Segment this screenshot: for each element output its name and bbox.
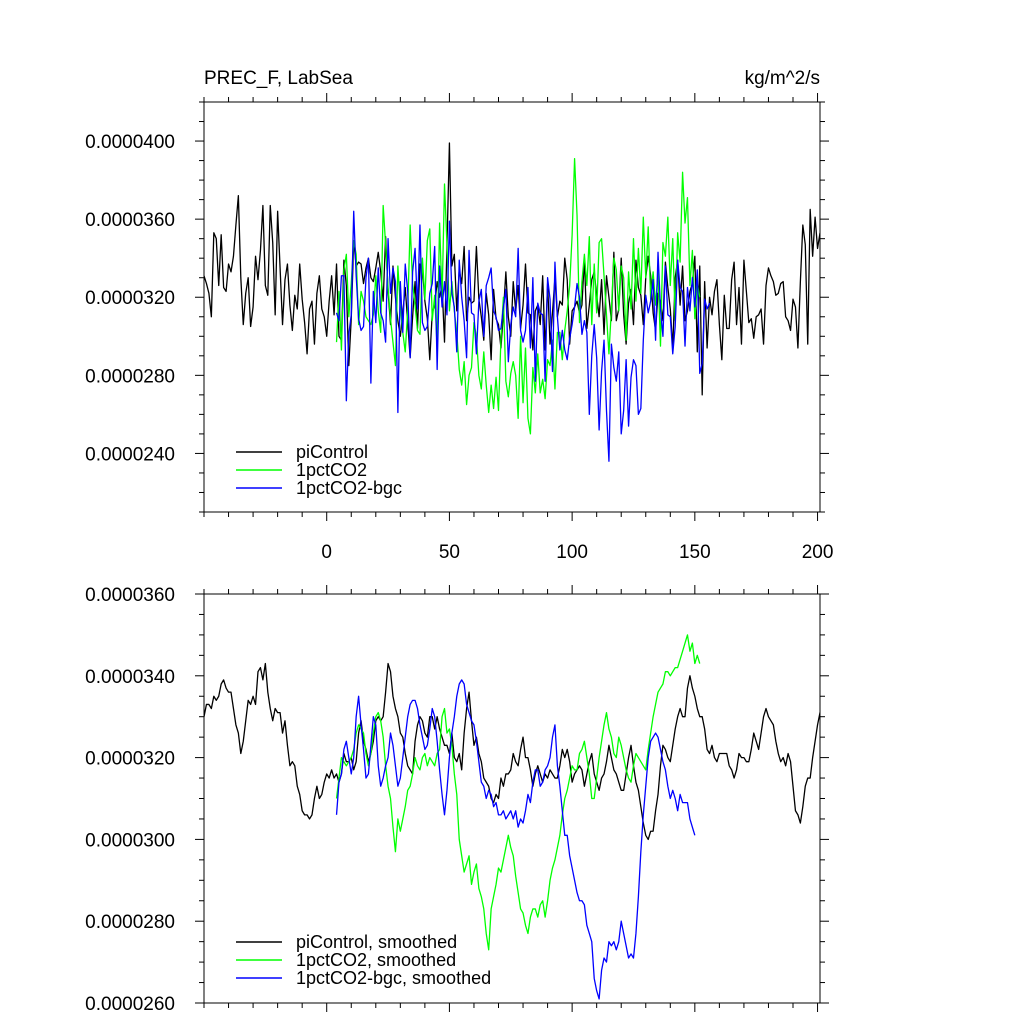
x-tick-label: 50 [439,542,460,563]
y-tick-label: 0.0000320 [85,749,175,770]
legend-label: 1pctCO2 [296,460,367,480]
y-tick-label: 0.0000360 [85,585,175,606]
series-line-1pctco2-bgc [335,210,711,462]
legend-label: 1pctCO2-bgc, smoothed [296,968,491,988]
y-tick-label: 0.0000300 [85,830,175,851]
chart-title: PREC_F, LabSea [204,68,353,89]
legend-label: 1pctCO2-bgc [296,478,402,498]
y-tick-label: 0.0000260 [85,994,175,1015]
series-line-1pctco2-smoothed [335,634,701,951]
series-line-1pctco2-bgc-smoothed [335,679,696,1000]
y-tick-label: 0.0000340 [85,667,175,688]
y-tick-label: 0.0000360 [85,210,175,231]
series-line-picontrol-smoothed [204,662,820,841]
series-line-picontrol [204,142,820,396]
legend-label: piControl [296,442,368,462]
y-tick-label: 0.0000280 [85,366,175,387]
x-tick-label: 100 [556,542,588,563]
y-tick-label: 0.0000240 [85,444,175,465]
lower-chart-panel: 0.0000260 0.0000280 0.0000300 0.0000320 0.00… [85,585,829,1015]
legend-label: 1pctCO2, smoothed [296,950,456,970]
x-tick-label: 0 [321,542,332,563]
units-label: kg/m^2/s [745,68,820,89]
y-tick-label: 0.0000400 [85,132,175,153]
upper-chart-panel: PREC_F, LabSea kg/m^2/s 0 50 100 150 200 0.00… [85,68,833,563]
x-tick-label: 200 [802,542,834,563]
plot-frame [203,101,821,513]
series-line-1pctco2 [335,157,701,435]
y-tick-label: 0.0000320 [85,288,175,309]
legend-label: piControl, smoothed [296,932,457,952]
x-tick-label: 150 [679,542,711,563]
y-tick-label: 0.0000280 [85,912,175,933]
